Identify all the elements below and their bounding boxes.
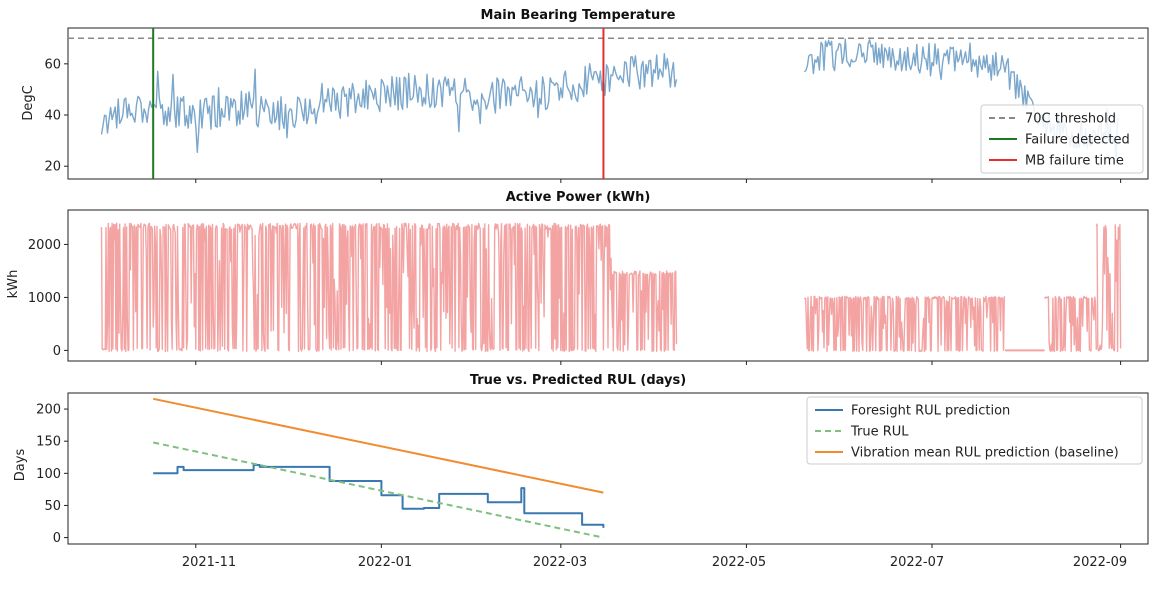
chart-title: Main Bearing Temperature — [481, 8, 676, 23]
series-line — [152, 397, 604, 494]
chart-title: True vs. Predicted RUL (days) — [470, 373, 686, 388]
x-tick-label: 2022-01 — [358, 555, 412, 570]
legend-box — [806, 396, 1143, 465]
x-tick-label: 2022-07 — [890, 555, 944, 570]
plot-frame — [67, 209, 1149, 362]
plot-area — [68, 28, 1148, 179]
y-tick-label: 50 — [44, 499, 61, 514]
legend-label: Vibration mean RUL prediction (baseline) — [851, 446, 1119, 461]
y-tick-label: 0 — [53, 344, 61, 359]
y-tick-label: 1000 — [28, 291, 61, 306]
series-line — [611, 270, 678, 353]
y-tick-label: 0 — [53, 531, 61, 546]
y-tick-label: 2000 — [28, 238, 61, 253]
temperature-chart: Main Bearing Temperature DegC 20 40 60 70C … — [21, 8, 1149, 183]
legend-label: MB failure time — [1025, 154, 1124, 169]
active-power-chart: Active Power (kWh) kWh 0 1000 2000 — [6, 190, 1149, 365]
plot-area — [100, 222, 1122, 353]
legend-label: Failure detected — [1025, 133, 1130, 148]
legend-label: Foresight RUL prediction — [851, 404, 1010, 419]
y-axis-label: Days — [13, 449, 28, 482]
x-tick-label: 2022-09 — [1073, 555, 1127, 570]
y-tick-label: 200 — [36, 403, 61, 418]
series-line — [100, 222, 614, 353]
y-tick-label: 100 — [36, 467, 61, 482]
y-axis-label: DegC — [21, 85, 36, 120]
y-tick-label: 60 — [44, 57, 61, 72]
x-tick-label: 2022-05 — [712, 555, 766, 570]
chart-title: Active Power (kWh) — [506, 190, 651, 205]
y-tick-label: 150 — [36, 435, 61, 450]
y-axis-label: kWh — [6, 270, 21, 299]
legend: 70C threshold Failure detected MB failure … — [980, 104, 1144, 174]
series-line — [1095, 223, 1122, 353]
series-line — [100, 53, 678, 153]
plot-frame — [67, 27, 1149, 180]
series-line — [803, 295, 1006, 353]
y-tick-label: 40 — [44, 109, 61, 124]
legend: Foresight RUL prediction True RUL Vibratio… — [806, 396, 1143, 465]
legend-label: 70C threshold — [1025, 112, 1116, 127]
x-axis-tick-labels: 2021-11 2022-01 2022-03 2022-05 2022-07 … — [182, 555, 1127, 570]
legend-box — [980, 104, 1144, 174]
series-line — [1044, 295, 1097, 353]
plot-frame — [67, 392, 1149, 545]
series-line — [152, 441, 604, 539]
y-tick-label: 20 — [44, 160, 61, 175]
legend-label: True RUL — [850, 425, 909, 440]
rul-chart: True vs. Predicted RUL (days) Days 0 50 10… — [13, 373, 1149, 548]
x-tick-label: 2022-03 — [533, 555, 587, 570]
x-tick-label: 2021-11 — [182, 555, 236, 570]
series-line — [153, 464, 605, 528]
plot-area — [152, 397, 605, 539]
